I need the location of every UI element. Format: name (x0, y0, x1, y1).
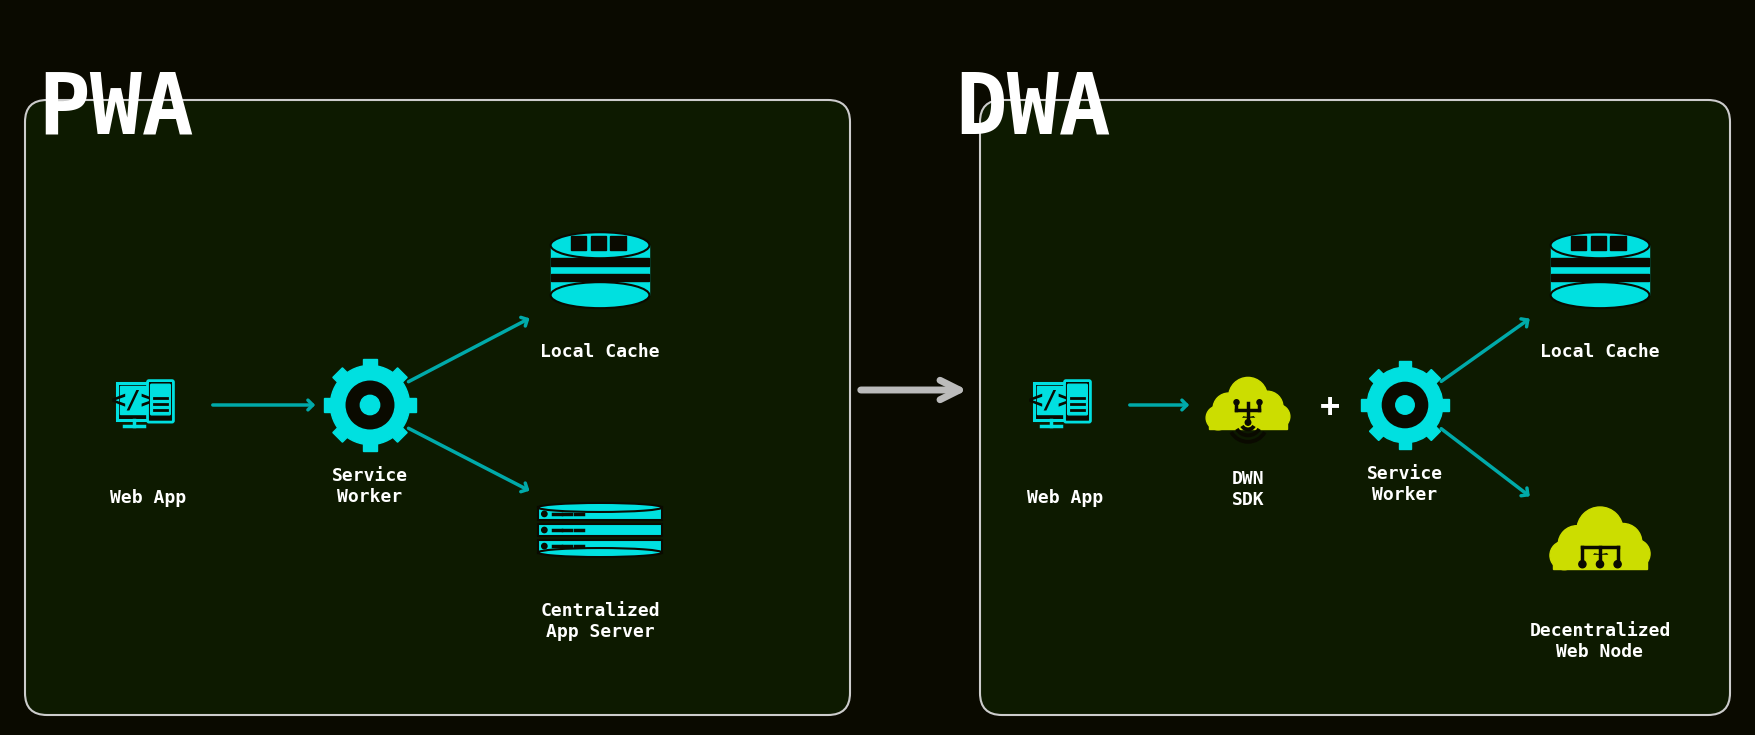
Circle shape (1578, 507, 1623, 553)
FancyBboxPatch shape (1065, 381, 1090, 422)
Text: Web App: Web App (1027, 489, 1104, 507)
Text: Service
Worker: Service Worker (1367, 465, 1443, 503)
Circle shape (1234, 400, 1239, 405)
Bar (1590, 236, 1606, 251)
Polygon shape (390, 424, 407, 442)
FancyBboxPatch shape (25, 100, 849, 715)
Circle shape (1246, 420, 1251, 426)
Text: </>: </> (111, 388, 156, 412)
Ellipse shape (551, 282, 649, 308)
Text: PWA: PWA (39, 68, 193, 151)
Circle shape (344, 379, 395, 431)
Polygon shape (1399, 362, 1411, 373)
Text: </>: </> (1028, 388, 1074, 412)
Polygon shape (333, 424, 351, 442)
Polygon shape (1209, 418, 1286, 429)
Polygon shape (1437, 398, 1448, 412)
Ellipse shape (1551, 282, 1650, 308)
Circle shape (1550, 541, 1578, 570)
Polygon shape (551, 274, 649, 281)
Polygon shape (333, 368, 351, 386)
Bar (1611, 236, 1625, 251)
Polygon shape (1551, 258, 1650, 265)
Polygon shape (118, 383, 151, 420)
Circle shape (1558, 526, 1595, 563)
Bar (1571, 236, 1587, 251)
Text: DWN
SDK: DWN SDK (1232, 470, 1264, 509)
Polygon shape (1423, 423, 1441, 440)
Polygon shape (1399, 437, 1411, 448)
Circle shape (1604, 523, 1641, 561)
Text: Decentralized
Web Node: Decentralized Web Node (1529, 622, 1671, 661)
Circle shape (0, 534, 4, 541)
Circle shape (1257, 400, 1262, 405)
Ellipse shape (551, 232, 649, 258)
Circle shape (0, 529, 4, 537)
Bar (570, 236, 586, 251)
Circle shape (1381, 381, 1429, 429)
Text: Local Cache: Local Cache (541, 343, 660, 361)
Polygon shape (1369, 370, 1386, 387)
Polygon shape (1037, 387, 1065, 415)
Circle shape (542, 543, 548, 549)
Circle shape (1228, 377, 1267, 416)
Ellipse shape (537, 503, 662, 512)
Circle shape (1367, 368, 1443, 442)
FancyBboxPatch shape (151, 384, 170, 415)
Text: DWA: DWA (955, 68, 1111, 151)
Circle shape (1251, 391, 1283, 423)
Text: Local Cache: Local Cache (1541, 343, 1660, 361)
Ellipse shape (1551, 232, 1650, 258)
Circle shape (1622, 539, 1650, 568)
Polygon shape (551, 245, 649, 295)
Bar (611, 236, 627, 251)
Circle shape (542, 527, 548, 533)
FancyBboxPatch shape (147, 381, 174, 422)
Text: +: + (1320, 390, 1341, 423)
Text: Service
Worker: Service Worker (332, 467, 409, 506)
Polygon shape (363, 439, 377, 451)
Circle shape (1395, 395, 1415, 415)
Polygon shape (390, 368, 407, 386)
Ellipse shape (537, 548, 662, 557)
Circle shape (1615, 561, 1622, 567)
FancyBboxPatch shape (979, 100, 1730, 715)
Polygon shape (1551, 245, 1650, 295)
Polygon shape (325, 398, 337, 412)
Bar (591, 236, 605, 251)
Polygon shape (363, 359, 377, 372)
Circle shape (0, 534, 4, 541)
Circle shape (1265, 404, 1290, 429)
Polygon shape (551, 258, 649, 265)
FancyBboxPatch shape (1067, 384, 1088, 415)
Text: Web App: Web App (111, 489, 186, 507)
Polygon shape (1369, 423, 1386, 440)
Polygon shape (1551, 274, 1650, 281)
Circle shape (330, 365, 409, 445)
Circle shape (360, 395, 379, 415)
Bar (537, 507, 662, 520)
Polygon shape (119, 387, 147, 415)
Polygon shape (1034, 383, 1067, 420)
Polygon shape (1553, 556, 1646, 569)
Bar (537, 539, 662, 553)
Circle shape (1580, 561, 1587, 567)
Polygon shape (1362, 398, 1372, 412)
Circle shape (1213, 393, 1244, 424)
Text: Centralized
App Server: Centralized App Server (541, 602, 660, 641)
Circle shape (1206, 406, 1230, 430)
Circle shape (542, 512, 548, 517)
Circle shape (1597, 561, 1604, 567)
Polygon shape (404, 398, 416, 412)
Polygon shape (1423, 370, 1441, 387)
Bar (537, 523, 662, 537)
